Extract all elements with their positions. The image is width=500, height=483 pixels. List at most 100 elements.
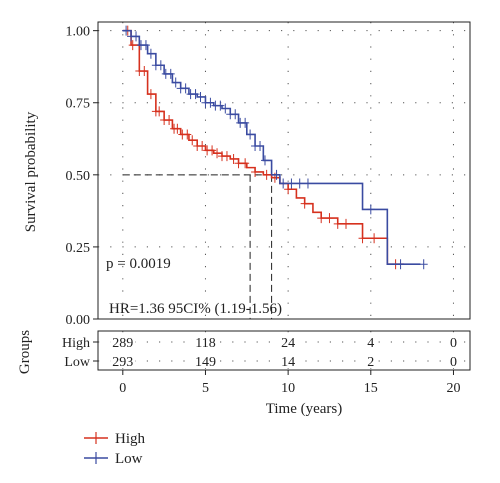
censor-mark-low [366,204,375,215]
censor-mark-high [155,106,164,117]
x-tick-label: 15 [364,381,378,396]
risk-cell-bg [447,354,459,368]
censor-mark-low [272,169,281,180]
risk-cell-bg [110,354,136,368]
censor-mark-low [256,140,265,151]
risk-cell: 289 [112,336,133,351]
legend-label-high: High [115,431,146,447]
legend-label-low: Low [115,451,143,467]
risk-cell: 0 [450,336,457,351]
censor-mark-low [279,178,288,189]
y-tick-label: 0.75 [66,97,91,112]
censor-mark-high [188,135,197,146]
censor-mark-low [295,178,304,189]
censor-mark-high [165,115,174,126]
risk-cell-bg [447,335,459,349]
y-axis-title: Survival probability [23,111,39,232]
censor-mark-high [333,218,342,229]
legend-item-high: High [84,431,146,447]
censor-mark-low [303,178,312,189]
x-axis-title: Time (years) [266,401,343,417]
censor-mark-low [191,89,200,100]
censor-mark-low [241,117,250,128]
censor-mark-high [317,213,326,224]
hr-label: HR=1.36 95CI% (1.19-1.56) [109,301,282,317]
risk-table: High 289 118 24 4 0 Low 293 149 14 2 0 [62,331,470,370]
x-tick-label: 10 [281,381,295,396]
censor-mark-high [229,153,238,164]
p-value-label: p = 0.0019 [106,256,171,272]
risk-cell-bg [192,354,218,368]
median-lines [122,174,273,319]
risk-cell: 24 [281,336,295,351]
censor-mark-low [171,77,180,88]
risk-cell-bg [279,335,298,349]
censor-mark-low [122,25,131,36]
censor-mark-high [251,166,260,177]
censor-mark-high [241,158,250,169]
y-tick-label: 0.00 [66,313,91,328]
censor-mark-high [358,233,367,244]
x-axis: 0 5 10 15 20 [119,370,460,396]
censor-mark-high [198,140,207,151]
risk-cell-bg [110,335,136,349]
censor-mark-high [128,40,137,51]
risk-table-title: Groups [17,330,33,374]
censor-mark-high [140,66,149,77]
risk-cell: 118 [195,336,215,351]
curve-layer [122,25,428,270]
censor-mark-low [396,259,405,270]
censor-mark-low [419,259,428,270]
censor-mark-high [284,184,293,195]
censor-mark-low [231,109,240,120]
censor-mark-low [221,103,230,114]
censor-mark-low [216,100,225,111]
censor-mark-high [262,169,271,180]
y-axis: 0.00 0.25 0.50 0.75 1.00 [66,25,98,328]
censor-mark-low [132,31,141,42]
censor-mark-high [208,145,217,156]
censor-mark-high [213,148,222,159]
censor-mark-low [156,60,165,71]
y-tick-label: 0.25 [66,241,91,256]
risk-cell-bg [365,354,377,368]
censor-mark-high [222,151,231,162]
legend-item-low: Low [84,451,143,467]
legend: High Low [84,431,146,467]
risk-cell-bg [279,354,298,368]
censor-mark-low [246,129,255,140]
censor-mark-high [173,123,182,134]
censor-mark-low [141,40,150,51]
risk-row-label: High [62,336,90,351]
censor-mark-low [146,48,155,59]
x-tick-label: 20 [446,381,460,396]
censor-mark-high [146,89,155,100]
censor-mark-low [196,91,205,102]
risk-cell: 4 [367,336,374,351]
censor-mark-low [166,68,175,79]
risk-cell-bg [192,335,218,349]
censor-mark-low [181,83,190,94]
risk-cell: 14 [281,355,295,370]
x-tick-label: 0 [119,381,126,396]
risk-table-border [97,330,471,371]
plot-border [97,21,471,320]
risk-row-label: Low [64,355,91,370]
censor-mark-high [183,129,192,140]
censor-mark-low [260,155,269,166]
censor-mark-low [206,97,215,108]
censor-mark-high [342,218,350,229]
grid-layer [98,22,470,320]
censor-mark-high [370,233,379,244]
y-tick-label: 1.00 [66,25,91,40]
risk-cell: 2 [367,355,374,370]
censor-mark-high [325,213,334,224]
y-tick-label: 0.50 [66,169,91,184]
risk-cell: 0 [450,355,457,370]
risk-cell: 149 [195,355,216,370]
censor-mark-low [287,178,296,189]
survival-curve-low [122,29,421,266]
censor-mark-high [300,198,309,209]
risk-cell: 293 [112,355,133,370]
